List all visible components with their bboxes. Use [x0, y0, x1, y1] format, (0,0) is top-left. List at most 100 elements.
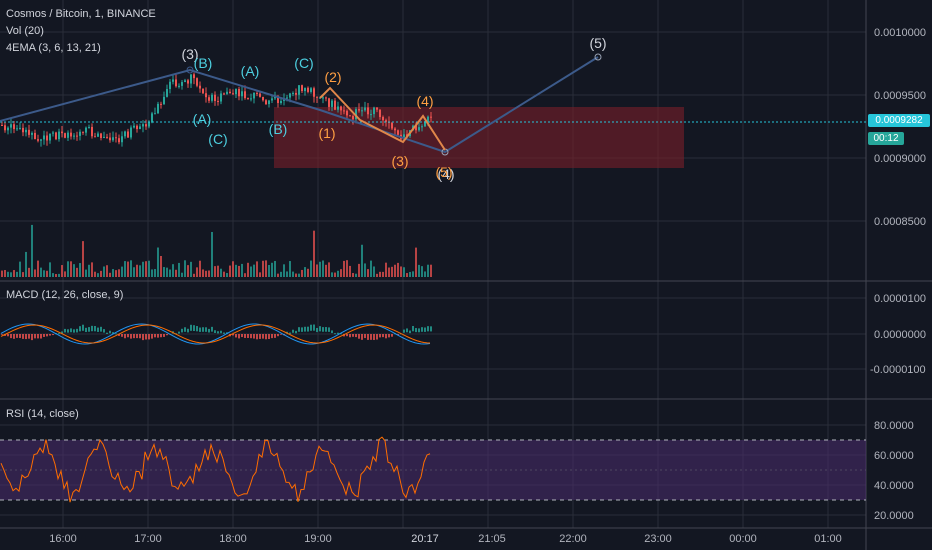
candle-body — [142, 124, 144, 127]
volume-bar — [1, 270, 3, 277]
candle-body — [253, 92, 255, 99]
macd-hist-bar — [199, 327, 201, 332]
volume-bar — [55, 273, 57, 277]
volume-bar — [52, 273, 54, 277]
macd-indicator-label[interactable]: MACD (12, 26, close, 9) — [6, 289, 124, 301]
volume-bar — [334, 272, 336, 277]
price-axis[interactable]: 0.0010000 0.0009500 0.0009000 0.0008500 — [874, 27, 926, 228]
candle-body — [145, 124, 147, 127]
macd-hist-bar — [238, 334, 240, 339]
macd-hist-bar — [223, 332, 225, 334]
volume-bar — [106, 265, 108, 277]
ema-indicator-label[interactable]: 4EMA (3, 6, 13, 21) — [6, 42, 101, 54]
candle-body — [169, 81, 171, 90]
macd-hist-bar — [361, 334, 363, 340]
macd-hist-bar — [370, 334, 372, 340]
volume-bar — [310, 260, 312, 277]
candle-body — [298, 85, 300, 95]
candle-body — [208, 97, 210, 101]
trendline-anchor[interactable] — [186, 66, 194, 74]
macd-hist-bar — [391, 334, 393, 337]
macd-hist-bar — [397, 334, 399, 336]
candle-body — [286, 97, 288, 99]
macd-hist-bar — [349, 334, 351, 338]
candle-body — [385, 120, 387, 122]
wave-label-orange-5: (5) — [435, 164, 452, 180]
candle-body — [49, 133, 51, 141]
macd-line — [0, 323, 431, 345]
volume-bar — [13, 270, 15, 277]
volume-bar — [304, 267, 306, 277]
macd-hist-bar — [307, 326, 309, 332]
volume-bar — [352, 273, 354, 277]
volume-bar — [307, 268, 309, 277]
macd-hist-bar — [373, 334, 375, 341]
macd-hist-bar — [355, 334, 357, 338]
wave-label-orange-4: (4) — [416, 93, 433, 109]
volume-bar — [82, 241, 84, 277]
candle-body — [172, 79, 174, 82]
macd-hist-bar — [106, 332, 108, 334]
volume-bar — [232, 261, 234, 277]
macd-hist-bar — [178, 331, 180, 334]
macd-hist-bar — [316, 327, 318, 333]
candle-body — [226, 91, 228, 94]
macd-hist-bar — [211, 326, 213, 332]
volume-bar — [103, 266, 105, 277]
volume-bar — [403, 267, 405, 277]
volume-bar — [244, 273, 246, 277]
macd-hist-bar — [232, 334, 234, 336]
chart-title[interactable]: Cosmos / Bitcoin, 1, BINANCE — [6, 8, 156, 20]
candle-body — [46, 135, 48, 141]
macd-hist-bar — [343, 334, 345, 337]
candle-body — [139, 126, 141, 130]
candle-body — [229, 91, 231, 94]
volume-bar — [133, 267, 135, 277]
volume-bar — [391, 266, 393, 277]
time-tick: 23:00 — [644, 533, 672, 545]
macd-hist-bar — [325, 327, 327, 332]
orange-subwave[interactable] — [319, 86, 446, 151]
volume-bar — [367, 269, 369, 277]
macd-tick: 0.0000000 — [874, 329, 926, 341]
volume-bar — [172, 264, 174, 277]
volume-bar — [409, 271, 411, 277]
volume-bar — [253, 264, 255, 277]
volume-indicator-label[interactable]: Vol (20) — [6, 25, 44, 37]
macd-hist-bar — [214, 330, 216, 333]
candle-body — [67, 132, 69, 138]
volume-bar — [337, 270, 339, 277]
macd-axis[interactable]: 0.0000100 0.0000000 -0.0000100 — [870, 293, 926, 376]
volume-bar — [136, 264, 138, 277]
time-axis[interactable]: 16:00 17:00 18:00 19:00 20:17 21:05 22:0… — [49, 533, 842, 545]
macd-hist-bar — [202, 327, 204, 332]
macd-hist-bar — [133, 334, 135, 339]
rsi-axis[interactable]: 80.0000 60.0000 40.0000 20.0000 — [874, 420, 914, 522]
candle-body — [148, 122, 150, 127]
wave-trendline[interactable] — [0, 56, 599, 154]
macd-hist-bar — [52, 334, 54, 336]
candle-body — [310, 88, 312, 92]
candle-body — [55, 132, 57, 140]
candle-body — [424, 121, 426, 127]
volume-bar — [154, 269, 156, 277]
volume-bar — [169, 269, 171, 277]
volume-bar — [166, 267, 168, 277]
volume-bar — [142, 261, 144, 277]
candle-body — [124, 131, 126, 137]
volume-bar — [148, 260, 150, 277]
volume-bar — [199, 260, 201, 277]
candle-body — [355, 109, 357, 120]
trendline-anchor[interactable] — [594, 53, 602, 61]
candle-body — [40, 139, 42, 141]
candle-body — [331, 100, 333, 107]
wave-label-cyan-c: (C) — [208, 131, 227, 147]
wave-label-cyan-b: (B) — [194, 55, 213, 71]
rsi-indicator-label[interactable]: RSI (14, close) — [6, 408, 79, 420]
candle-body — [187, 80, 189, 84]
macd-hist-bar — [73, 329, 75, 333]
macd-hist-bar — [184, 327, 186, 332]
candle-body — [178, 85, 180, 87]
candle-body — [154, 113, 156, 115]
